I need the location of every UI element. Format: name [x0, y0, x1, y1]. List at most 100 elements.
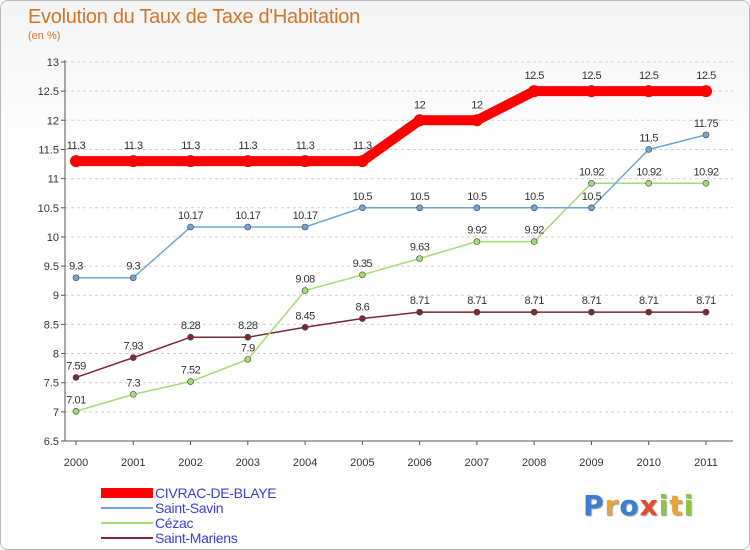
data-label-saint-mariens: 8.28: [181, 320, 201, 332]
data-label-saint-mariens: 7.93: [124, 341, 144, 353]
y-tick-label: 12.5: [38, 86, 59, 98]
data-point-saint-savin: [301, 223, 309, 231]
legend-swatch: [101, 537, 153, 539]
data-point-civrac-de-blaye: [70, 155, 82, 168]
data-label-c-zac: 10.92: [579, 166, 604, 178]
data-point-saint-mariens: [473, 308, 481, 316]
data-label-c-zac: 9.92: [467, 225, 487, 237]
data-label-saint-savin: 11.5: [639, 132, 658, 144]
data-point-c-zac: [187, 378, 194, 385]
data-point-saint-savin: [129, 274, 137, 282]
data-label-saint-savin: 9.3: [69, 261, 83, 273]
data-point-c-zac: [244, 356, 252, 363]
data-point-civrac-de-blaye: [700, 85, 712, 98]
proxiti-logo: Proxiti: [583, 489, 694, 522]
data-point-saint-mariens: [301, 323, 309, 331]
data-label-c-zac: 7.9: [241, 342, 255, 354]
legend-swatch: [101, 507, 153, 509]
logo-letter: x: [639, 489, 659, 522]
data-label-c-zac: 7.3: [126, 377, 140, 389]
data-point-saint-mariens: [416, 308, 423, 316]
logo-letter: i: [658, 489, 670, 522]
x-tick-label: 2002: [178, 457, 202, 469]
y-tick-label: 11.5: [38, 144, 59, 156]
data-label-saint-mariens: 8.6: [355, 302, 369, 314]
data-point-c-zac: [72, 407, 80, 415]
chart-title: Evolution du Taux de Taxe d'Habitation: [28, 6, 360, 28]
series-line-c-zac: [75, 182, 706, 412]
data-label-civrac-de-blaye: 12.5: [582, 70, 602, 82]
data-point-c-zac: [416, 255, 423, 262]
data-label-civrac-de-blaye: 12.5: [639, 70, 659, 82]
data-label-saint-mariens: 8.71: [639, 295, 659, 307]
legend-label: CIVRAC-DE-BLAYE: [155, 485, 277, 501]
data-label-saint-savin: 10.17: [178, 210, 203, 222]
data-point-civrac-de-blaye: [356, 155, 369, 168]
data-label-saint-savin: 10.17: [235, 210, 260, 222]
data-point-saint-mariens: [129, 354, 137, 361]
y-tick-label: 7.5: [44, 378, 59, 390]
data-point-civrac-de-blaye: [184, 155, 197, 168]
data-point-c-zac: [530, 238, 538, 245]
y-tick-label: 10: [47, 232, 59, 244]
x-tick-label: 2001: [121, 457, 145, 469]
data-point-saint-mariens: [244, 333, 252, 341]
data-label-saint-mariens: 8.71: [696, 295, 716, 307]
data-point-saint-savin: [702, 131, 710, 139]
x-tick-label: 2004: [293, 457, 317, 469]
series-line-saint-savin: [76, 134, 707, 279]
data-point-saint-mariens: [702, 308, 710, 316]
x-tick-label: 2000: [64, 457, 88, 469]
data-point-saint-savin: [473, 204, 481, 212]
legend-label: Cézac: [155, 515, 194, 531]
data-point-civrac-de-blaye: [470, 114, 483, 127]
data-point-saint-mariens: [645, 308, 653, 316]
data-label-saint-savin: 10.5: [582, 191, 602, 203]
data-point-saint-savin: [530, 204, 538, 212]
data-label-saint-mariens: 7.59: [66, 360, 86, 372]
logo-letter: i: [683, 489, 695, 522]
x-tick-label: 2010: [636, 457, 660, 469]
data-point-saint-mariens: [588, 308, 595, 316]
data-point-c-zac: [301, 287, 309, 294]
data-label-civrac-de-blaye: 11.3: [181, 140, 200, 152]
y-tick-label: 9: [53, 290, 59, 302]
data-label-civrac-de-blaye: 11.3: [239, 140, 258, 152]
data-label-saint-mariens: 8.71: [410, 295, 430, 307]
data-label-saint-mariens: 8.45: [295, 310, 315, 322]
data-point-saint-savin: [72, 274, 80, 282]
data-point-saint-savin: [588, 204, 595, 212]
data-label-civrac-de-blaye: 12: [471, 99, 483, 111]
y-tick-label: 8: [53, 349, 59, 361]
data-point-civrac-de-blaye: [299, 155, 312, 168]
data-label-saint-savin: 9.3: [126, 261, 140, 273]
data-label-saint-savin: 10.17: [293, 210, 318, 222]
data-point-c-zac: [473, 238, 481, 245]
data-point-civrac-de-blaye: [413, 114, 426, 127]
data-label-c-zac: 9.35: [353, 258, 373, 270]
data-label-saint-savin: 11.75: [694, 118, 719, 130]
data-label-civrac-de-blaye: 12: [414, 99, 426, 111]
chart-subtitle: (en %): [28, 30, 61, 42]
data-point-saint-mariens: [359, 315, 366, 322]
data-label-civrac-de-blaye: 11.3: [124, 140, 143, 152]
data-label-civrac-de-blaye: 11.3: [353, 140, 372, 152]
data-label-civrac-de-blaye: 12.5: [524, 70, 544, 82]
x-tick-label: 2003: [236, 457, 260, 469]
data-label-c-zac: 7.01: [66, 394, 86, 406]
y-tick-label: 8.5: [44, 319, 59, 331]
logo-letter: r: [604, 489, 620, 522]
data-point-saint-savin: [416, 204, 423, 212]
data-point-saint-savin: [187, 223, 194, 231]
data-label-c-zac: 9.92: [524, 225, 544, 237]
logo-letter: t: [669, 489, 684, 522]
data-point-civrac-de-blaye: [241, 155, 254, 168]
legend-label: Saint-Mariens: [155, 530, 238, 546]
data-point-c-zac: [645, 179, 653, 187]
data-point-saint-savin: [645, 146, 653, 153]
data-label-saint-mariens: 8.71: [524, 295, 544, 307]
data-label-saint-mariens: 8.28: [238, 320, 258, 332]
logo-letter: P: [583, 489, 605, 522]
legend-label: Saint-Savin: [155, 500, 224, 516]
